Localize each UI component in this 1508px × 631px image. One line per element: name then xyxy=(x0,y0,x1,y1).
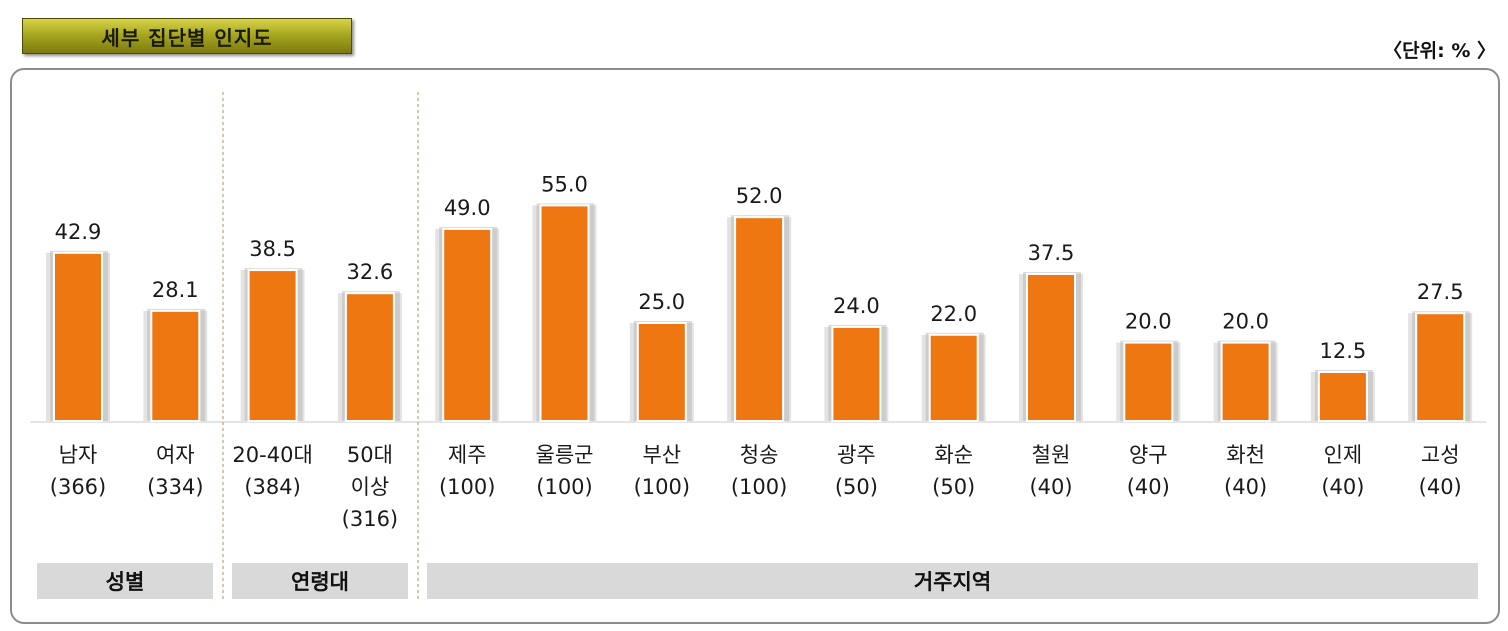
group-label-gender: 성별 xyxy=(105,570,145,594)
x-tick-label-line: 20-40대 xyxy=(232,443,312,467)
data-label: 22.0 xyxy=(930,302,977,326)
chart-title: 세부 집단별 인지도 xyxy=(101,25,273,50)
x-tick-label: 광주 (50) xyxy=(835,443,878,499)
x-tick-label-line: (100) xyxy=(731,475,787,499)
x-tick-label-line: (40) xyxy=(1224,475,1267,499)
bar xyxy=(734,216,785,422)
bar xyxy=(831,325,882,423)
x-tick-label-line: (384) xyxy=(244,475,300,499)
x-tick-label-line: 여자 xyxy=(156,443,195,467)
data-label: 38.5 xyxy=(249,237,296,261)
x-tick-label-line: 울릉군 xyxy=(536,443,594,467)
x-tick-label-line: (100) xyxy=(536,475,592,499)
x-tick-label-line: 광주 xyxy=(837,443,876,467)
bar xyxy=(1317,371,1368,422)
bar xyxy=(539,204,590,422)
x-tick-label-line: 남자 xyxy=(59,443,98,467)
x-tick-label-line: (40) xyxy=(1029,475,1072,499)
x-tick-label: 울릉군 (100) xyxy=(536,443,594,499)
data-label: 27.5 xyxy=(1417,280,1464,304)
data-label: 28.1 xyxy=(152,278,199,302)
x-tick-label-line: (40) xyxy=(1419,475,1462,499)
bar xyxy=(150,309,201,422)
x-tick-label: 고성 (40) xyxy=(1419,443,1462,499)
group-box-age: 연령대 xyxy=(232,563,408,599)
bar xyxy=(247,269,298,422)
x-tick-label: 제주 (100) xyxy=(439,443,495,499)
data-label: 20.0 xyxy=(1125,310,1172,334)
bar xyxy=(1123,341,1174,423)
x-tick-label: 20-40대 (384) xyxy=(232,443,312,499)
bar xyxy=(928,333,979,423)
data-label: 42.9 xyxy=(55,220,102,244)
data-label: 32.6 xyxy=(347,260,394,284)
x-tick-label-line: (50) xyxy=(932,475,975,499)
bar xyxy=(1415,312,1466,423)
x-tick-label: 청송 (100) xyxy=(731,443,787,499)
group-label-age: 연령대 xyxy=(291,570,349,594)
bar xyxy=(1026,273,1076,422)
x-tick-label: 여자 (334) xyxy=(147,443,203,499)
bar xyxy=(53,251,103,422)
data-label: 37.5 xyxy=(1028,241,1075,265)
x-tick-label-line: 인제 xyxy=(1324,443,1363,467)
group-box-region: 거주지역 xyxy=(427,563,1478,599)
group-label-region: 거주지역 xyxy=(913,570,992,594)
chart-title-badge: 세부 집단별 인지도 xyxy=(22,18,352,54)
bar xyxy=(1220,341,1271,423)
x-tick-label-line: 고성 xyxy=(1421,443,1460,467)
unit-label: 〈단위: % 〉 xyxy=(1383,40,1496,62)
x-tick-label-line: (50) xyxy=(835,475,878,499)
bar xyxy=(636,322,687,422)
x-tick-label: 인제 (40) xyxy=(1321,443,1364,499)
data-label: 24.0 xyxy=(833,294,880,318)
x-tick-label-line: (40) xyxy=(1321,475,1364,499)
bar xyxy=(442,227,493,422)
data-label: 55.0 xyxy=(541,172,588,196)
x-tick-label-line: 제주 xyxy=(448,443,487,467)
group-box-gender: 성별 xyxy=(37,563,213,599)
x-tick-label-line: (40) xyxy=(1127,475,1170,499)
data-label: 25.0 xyxy=(638,290,685,314)
x-tick-label: 철원 (40) xyxy=(1029,443,1072,499)
data-label: 12.5 xyxy=(1320,339,1367,363)
data-label: 20.0 xyxy=(1222,310,1269,334)
x-tick-label-line: 양구 xyxy=(1129,443,1168,467)
x-tick-label-line: 화천 xyxy=(1226,443,1265,467)
x-tick-label-line: 부산 xyxy=(642,443,681,467)
x-tick-label: 화순 (50) xyxy=(932,443,975,499)
x-tick-label-line: (366) xyxy=(50,475,106,499)
x-tick-label: 부산 (100) xyxy=(634,443,690,499)
x-tick-label: 화천 (40) xyxy=(1224,443,1267,499)
x-tick-label-line: 이상 xyxy=(351,475,390,499)
x-tick-label: 양구 (40) xyxy=(1127,443,1170,499)
x-tick-label-line: 철원 xyxy=(1032,443,1071,467)
x-tick-label: 남자 (366) xyxy=(50,443,106,499)
bar xyxy=(344,292,395,423)
x-tick-label-line: (334) xyxy=(147,475,203,499)
data-label: 49.0 xyxy=(444,196,491,220)
x-tick-label-line: 50대 xyxy=(347,443,393,467)
x-tick-label-line: (316) xyxy=(342,507,398,531)
x-tick-label-line: 청송 xyxy=(740,443,779,467)
x-tick-label-line: (100) xyxy=(439,475,495,499)
x-tick-label-line: 화순 xyxy=(934,443,973,467)
data-label: 52.0 xyxy=(736,184,783,208)
x-tick-label-line: (100) xyxy=(634,475,690,499)
